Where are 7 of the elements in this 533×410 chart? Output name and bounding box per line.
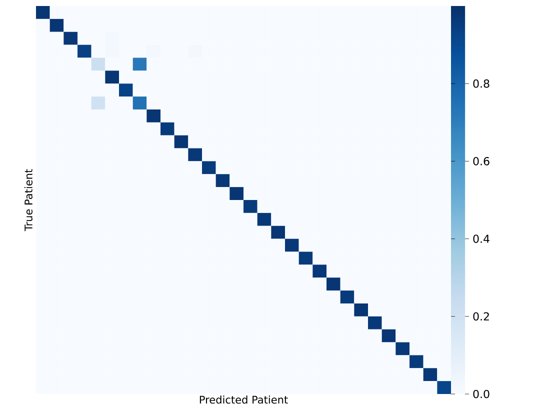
color-bar-label: 0.6	[473, 157, 490, 166]
y-axis-title: True Patient	[24, 169, 32, 232]
color-bar-label: 0.8	[473, 79, 490, 88]
color-bar-label: 0.0	[473, 390, 490, 398]
color-bar-label: 0.4	[473, 234, 490, 243]
color-bar-label: 0.2	[473, 312, 489, 321]
x-axis-title: Predicted Patient	[200, 396, 288, 404]
